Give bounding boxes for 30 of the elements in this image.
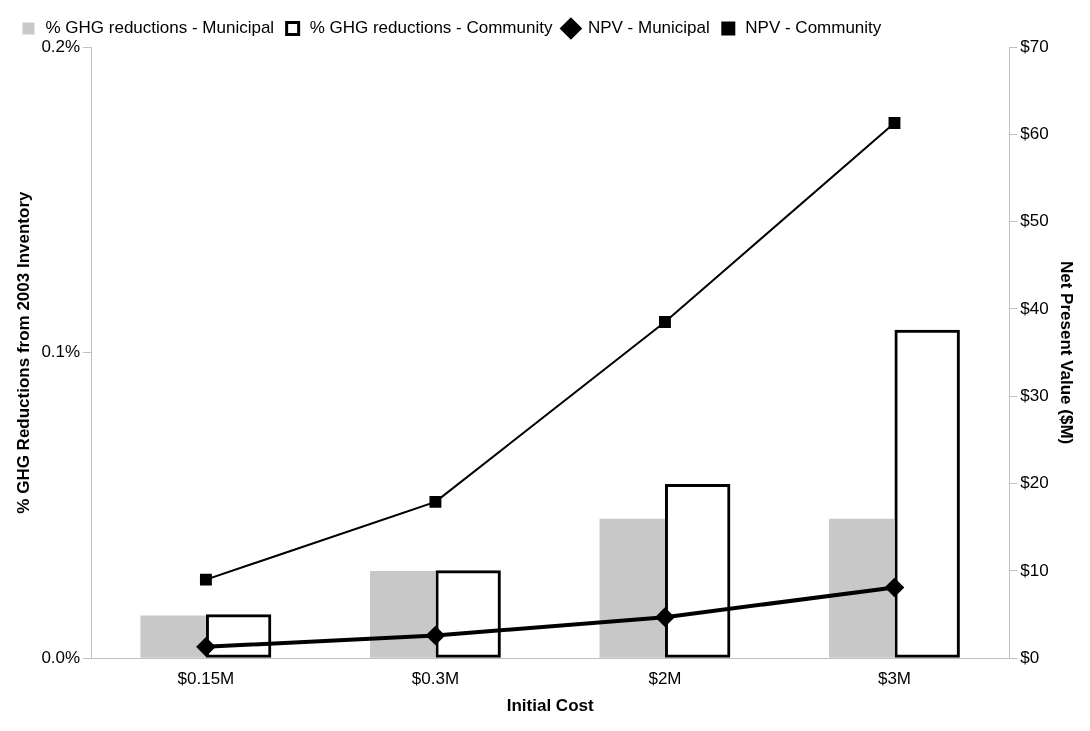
- y-tick-label: 0.0%: [41, 647, 81, 667]
- point: [885, 578, 904, 597]
- x-tick-label: $0.3M: [411, 669, 460, 689]
- x-tick-label: $2M: [648, 669, 682, 689]
- y2-tick-label: $60: [1020, 124, 1049, 143]
- y2-tick-label: $40: [1020, 298, 1049, 318]
- point: [429, 495, 442, 508]
- legend-label: NPV - Community: [745, 18, 882, 38]
- y2-tick-label: $10: [1020, 560, 1049, 580]
- legend-label: NPV - Municipal: [587, 18, 710, 38]
- legend-label: % GHG reductions - Municipal: [45, 18, 275, 38]
- x-tick-label: $0.15M: [177, 669, 235, 689]
- y2-tick-label: $50: [1020, 211, 1049, 231]
- point: [659, 316, 671, 328]
- point: [888, 117, 901, 129]
- y2-tick-label: $70: [1020, 36, 1049, 56]
- x-tick-label: $3M: [877, 669, 912, 689]
- y2-tick-label: $20: [1020, 473, 1049, 493]
- point: [655, 608, 674, 627]
- point: [426, 626, 445, 645]
- legend-label: % GHG reductions - Community: [309, 18, 553, 38]
- y-tick-label: 0.2%: [41, 36, 81, 56]
- point: [199, 573, 212, 586]
- x-axis-title: Initial Cost: [506, 696, 594, 716]
- y-tick-label: 0.1%: [41, 342, 81, 362]
- point: [196, 637, 215, 656]
- y2-tick-label: $30: [1020, 385, 1049, 405]
- y2-axis-title: Net Present Value ($M): [1057, 260, 1077, 445]
- y2-tick-label: $0: [1020, 647, 1040, 667]
- y-axis-title: % GHG Reductions from 2003 Inventory: [13, 191, 33, 514]
